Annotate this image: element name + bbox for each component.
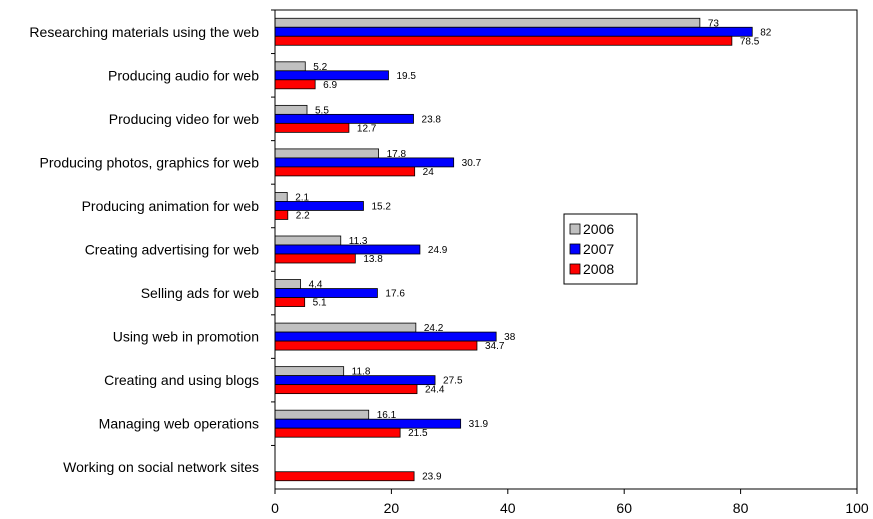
bar-2006 bbox=[274, 17, 701, 28]
data-label: 23.9 bbox=[422, 472, 442, 483]
bar-2006 bbox=[274, 322, 417, 333]
bar-2008 bbox=[274, 471, 415, 482]
data-label: 16.1 bbox=[377, 410, 397, 421]
data-label: 24 bbox=[423, 167, 435, 178]
x-tick-label: 60 bbox=[616, 500, 632, 516]
category-labels: Researching materials using the web Produ… bbox=[29, 24, 259, 475]
legend-label: 2007 bbox=[583, 241, 614, 257]
category-label: Creating advertising for web bbox=[85, 242, 260, 258]
data-label: 31.9 bbox=[469, 419, 489, 430]
category-label: Working on social network sites bbox=[63, 459, 259, 475]
bar-2006 bbox=[274, 279, 302, 289]
data-label: 6.9 bbox=[323, 80, 337, 91]
x-tick-label: 40 bbox=[500, 500, 516, 516]
bar-2008 bbox=[274, 122, 350, 133]
data-label: 4.4 bbox=[309, 280, 323, 291]
data-label: 73 bbox=[708, 18, 720, 29]
bar-2008 bbox=[274, 297, 306, 307]
bar-2007 bbox=[274, 26, 753, 37]
bar-2007 bbox=[274, 157, 455, 168]
bar-2006 bbox=[274, 409, 370, 420]
category-label: Managing web operations bbox=[99, 416, 259, 432]
data-label: 34.7 bbox=[485, 341, 505, 352]
data-label: 30.7 bbox=[462, 158, 482, 169]
bar-2008 bbox=[274, 253, 356, 264]
data-label: 5.1 bbox=[313, 298, 327, 309]
x-tick-label: 20 bbox=[384, 500, 400, 516]
data-label: 24.9 bbox=[428, 245, 448, 256]
x-tick-label: 0 bbox=[271, 500, 279, 516]
bar-2006 bbox=[274, 366, 345, 377]
data-label: 13.8 bbox=[363, 254, 383, 265]
bar-2008 bbox=[274, 35, 733, 46]
category-label: Producing audio for web bbox=[108, 67, 259, 83]
bar-2008 bbox=[274, 427, 401, 438]
data-label: 11.3 bbox=[349, 236, 368, 247]
category-label: Producing video for web bbox=[109, 111, 259, 127]
category-label: Producing photos, graphics for web bbox=[40, 154, 260, 170]
bar-2007 bbox=[274, 201, 364, 211]
bar-2006 bbox=[274, 192, 288, 202]
bar-2006 bbox=[274, 104, 308, 115]
data-label: 5.5 bbox=[315, 105, 329, 116]
bar-2007 bbox=[274, 418, 462, 429]
data-label: 82 bbox=[760, 27, 772, 38]
bar-2008 bbox=[274, 340, 478, 351]
category-label: Creating and using blogs bbox=[104, 372, 259, 388]
bar-2007 bbox=[274, 331, 497, 342]
legend-swatch bbox=[569, 263, 581, 275]
bar-2007 bbox=[274, 70, 389, 81]
bar-2008 bbox=[274, 79, 316, 90]
data-label: 78.5 bbox=[740, 36, 760, 47]
data-label: 19.5 bbox=[396, 71, 416, 82]
data-label: 17.8 bbox=[387, 149, 407, 160]
data-label: 2.2 bbox=[296, 210, 310, 221]
data-label: 5.2 bbox=[313, 62, 327, 73]
bar-2007 bbox=[274, 288, 378, 298]
x-axis: 0 20 40 60 80 100 bbox=[271, 9, 869, 516]
data-label: 2.1 bbox=[295, 192, 309, 203]
data-label: 24.4 bbox=[425, 385, 445, 396]
category-label: Producing animation for web bbox=[82, 198, 260, 214]
legend-swatch bbox=[569, 243, 581, 255]
bars-layer bbox=[274, 17, 753, 482]
bar-2008 bbox=[274, 210, 289, 220]
data-label: 24.2 bbox=[424, 323, 444, 334]
x-tick-label: 100 bbox=[845, 500, 869, 516]
category-label: Selling ads for web bbox=[141, 285, 260, 301]
legend-swatch bbox=[569, 223, 581, 235]
x-tick-label: 80 bbox=[733, 500, 749, 516]
plot-area-frame bbox=[274, 9, 858, 490]
bar-2008 bbox=[274, 166, 416, 177]
data-label: 38 bbox=[504, 332, 516, 343]
bar-2007 bbox=[274, 113, 414, 124]
data-label: 27.5 bbox=[443, 376, 463, 387]
bar-2006 bbox=[274, 61, 306, 72]
category-label: Researching materials using the web bbox=[29, 24, 259, 40]
data-label: 15.2 bbox=[371, 201, 391, 212]
bar-2008 bbox=[274, 384, 418, 395]
legend-label: 2006 bbox=[583, 221, 614, 237]
bar-2006 bbox=[274, 148, 379, 159]
data-label: 11.8 bbox=[352, 367, 371, 378]
legend-label: 2008 bbox=[583, 261, 614, 277]
bar-2006 bbox=[274, 235, 342, 246]
data-label: 12.7 bbox=[357, 123, 377, 134]
bar-2007 bbox=[274, 244, 421, 255]
data-label: 17.6 bbox=[385, 289, 405, 300]
category-label: Using web in promotion bbox=[113, 329, 259, 345]
data-label: 23.8 bbox=[422, 114, 442, 125]
legend: 2006 2007 2008 bbox=[563, 213, 638, 285]
data-label: 21.5 bbox=[408, 428, 428, 439]
